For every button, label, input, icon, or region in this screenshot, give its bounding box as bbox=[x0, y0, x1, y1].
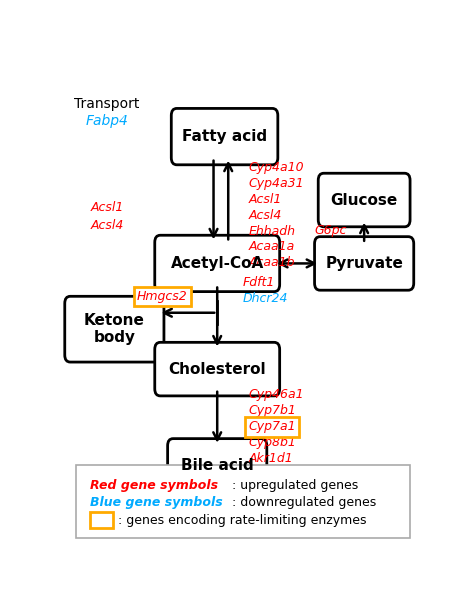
FancyBboxPatch shape bbox=[168, 439, 267, 492]
FancyBboxPatch shape bbox=[315, 237, 414, 290]
Text: : downregulated genes: : downregulated genes bbox=[232, 497, 376, 509]
Text: : upregulated genes: : upregulated genes bbox=[232, 479, 358, 492]
FancyBboxPatch shape bbox=[90, 512, 113, 528]
Text: Cholesterol: Cholesterol bbox=[168, 362, 266, 376]
Text: : genes encoding rate-limiting enzymes: : genes encoding rate-limiting enzymes bbox=[118, 514, 366, 527]
FancyBboxPatch shape bbox=[171, 109, 278, 165]
Text: G6pc: G6pc bbox=[315, 224, 347, 237]
Text: Blue gene symbols: Blue gene symbols bbox=[91, 497, 223, 509]
Text: Hmgcs2: Hmgcs2 bbox=[137, 290, 188, 303]
Text: Bile acid: Bile acid bbox=[181, 458, 254, 473]
Text: Dhcr24: Dhcr24 bbox=[243, 292, 288, 305]
Text: Acsl4: Acsl4 bbox=[248, 209, 282, 221]
Text: Akr1d1: Akr1d1 bbox=[248, 453, 293, 465]
Text: Cyp8b1: Cyp8b1 bbox=[248, 436, 296, 450]
Text: Glucose: Glucose bbox=[330, 193, 398, 207]
Text: Cyp4a10: Cyp4a10 bbox=[248, 160, 304, 174]
Text: Cyp7b1: Cyp7b1 bbox=[248, 404, 296, 417]
Text: Transport: Transport bbox=[74, 97, 140, 111]
Text: Acaa1a: Acaa1a bbox=[248, 240, 295, 254]
Text: Fabp4: Fabp4 bbox=[86, 114, 128, 128]
FancyBboxPatch shape bbox=[155, 235, 280, 292]
Text: Cyp7a1: Cyp7a1 bbox=[248, 420, 296, 433]
FancyBboxPatch shape bbox=[65, 296, 164, 362]
Text: Ehhadh: Ehhadh bbox=[248, 224, 295, 237]
Text: Acaa1b: Acaa1b bbox=[248, 256, 295, 270]
Text: Ketone
body: Ketone body bbox=[84, 313, 145, 345]
Text: Acetyl-CoA: Acetyl-CoA bbox=[171, 256, 264, 271]
FancyBboxPatch shape bbox=[318, 173, 410, 227]
FancyBboxPatch shape bbox=[76, 465, 410, 538]
Text: Cyp4a31: Cyp4a31 bbox=[248, 177, 304, 190]
Text: Red gene symbols: Red gene symbols bbox=[91, 479, 219, 492]
Text: Pyruvate: Pyruvate bbox=[325, 256, 403, 271]
Text: Acsl1
Acsl4: Acsl1 Acsl4 bbox=[91, 201, 124, 232]
Text: Fdft1: Fdft1 bbox=[243, 276, 275, 289]
Text: Fatty acid: Fatty acid bbox=[182, 129, 267, 144]
Text: Cyp46a1: Cyp46a1 bbox=[248, 389, 304, 401]
FancyBboxPatch shape bbox=[155, 342, 280, 396]
Text: Acsl1: Acsl1 bbox=[248, 193, 282, 206]
